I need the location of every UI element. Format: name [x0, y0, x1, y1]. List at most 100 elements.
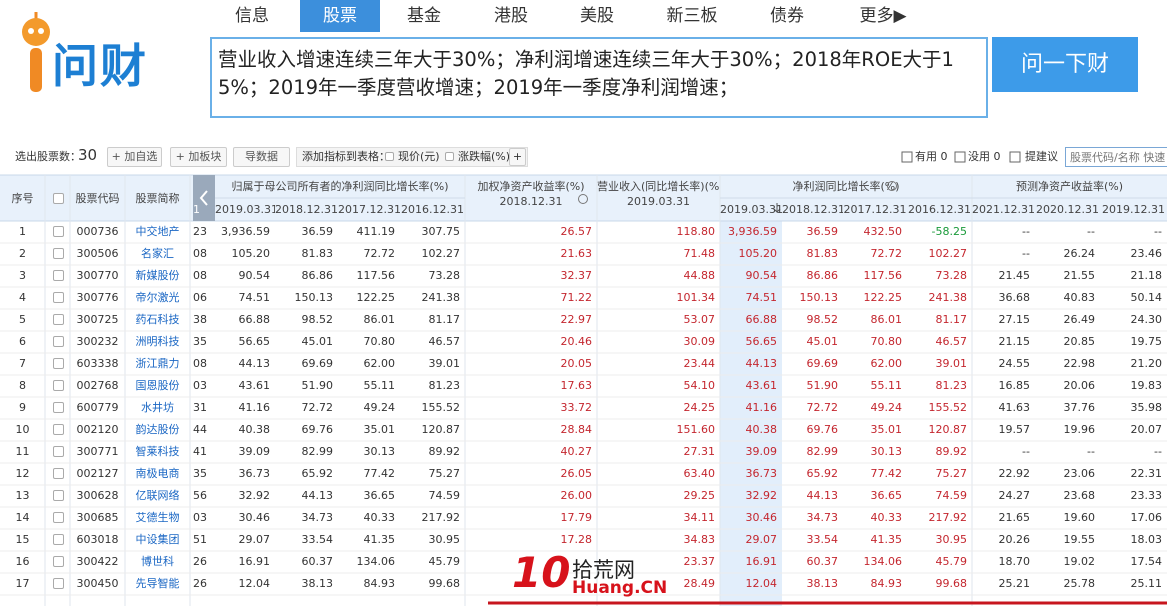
row-checkbox[interactable] [53, 358, 64, 369]
useless-button[interactable]: 没用 0 [968, 150, 1001, 163]
row-checkbox[interactable] [53, 402, 64, 413]
table-cell: 27.15 [998, 313, 1031, 326]
row-checkbox[interactable] [53, 226, 64, 237]
stock-name-link[interactable]: 艾德生物 [135, 511, 180, 524]
row-checkbox[interactable] [53, 380, 64, 391]
table-cell: 23.44 [683, 357, 716, 370]
table-cell: 20.05 [560, 357, 593, 370]
column-date-header: 2021.12.31 [972, 203, 1035, 216]
row-checkbox[interactable] [53, 512, 64, 523]
stock-name-link[interactable]: 智莱科技 [135, 445, 180, 458]
table-cell: 6 [19, 335, 26, 348]
table-cell: 23.06 [1063, 467, 1096, 480]
stock-name-link[interactable]: 名家汇 [141, 247, 174, 260]
table-cell: 19.60 [1063, 511, 1096, 524]
stock-name-link[interactable]: 博世科 [141, 555, 174, 568]
nav-tab[interactable]: 美股 [580, 6, 614, 26]
table-cell: 44.13 [806, 489, 839, 502]
table-cell: 134.06 [356, 555, 396, 568]
header-checkbox[interactable] [53, 193, 64, 204]
row-checkbox[interactable] [53, 490, 64, 501]
table-cell: 30.13 [870, 445, 903, 458]
table-cell: 45.01 [806, 335, 839, 348]
table-cell: 432.50 [863, 225, 903, 238]
row-checkbox[interactable] [53, 336, 64, 347]
indicator-option[interactable]: 涨跌幅(%) [458, 150, 511, 163]
stock-name-link[interactable]: 先导智能 [135, 577, 180, 590]
row-checkbox[interactable] [53, 314, 64, 325]
row-checkbox[interactable] [53, 534, 64, 545]
nav-tab[interactable]: 信息 [235, 6, 269, 26]
table-cell: 300450 [76, 577, 119, 590]
table-cell: 86.01 [870, 313, 903, 326]
nav-tab[interactable]: 新三板 [666, 6, 718, 26]
row-checkbox[interactable] [53, 424, 64, 435]
table-cell: -- [1087, 225, 1095, 238]
row-checkbox[interactable] [53, 270, 64, 281]
scroll-left-arrow [199, 190, 208, 206]
table-cell: 30.95 [428, 533, 461, 546]
nav-tab[interactable]: 股票 [300, 0, 380, 32]
table-cell: 19.96 [1063, 423, 1096, 436]
stock-name-link[interactable]: 亿联网络 [135, 489, 180, 502]
table-cell: 03 [193, 379, 207, 392]
indicator-option[interactable]: 现价(元) [398, 150, 440, 163]
table-cell: 72.72 [363, 247, 396, 260]
row-checkbox[interactable] [53, 468, 64, 479]
suggest-button[interactable]: 提建议 [1025, 150, 1058, 163]
table-cell: 30.46 [238, 511, 271, 524]
row-checkbox[interactable] [53, 292, 64, 303]
table-cell: 26.00 [560, 489, 593, 502]
stock-name-link[interactable]: 韵达股份 [135, 423, 180, 436]
toolbar-button[interactable]: + 加自选 [107, 147, 162, 167]
useful-button[interactable]: 有用 0 [915, 150, 948, 163]
row-checkbox[interactable] [53, 248, 64, 259]
nav-tab[interactable]: 基金 [407, 6, 441, 26]
stock-name-link[interactable]: 水井坊 [141, 401, 174, 414]
checkbox[interactable] [385, 152, 394, 161]
row-checkbox[interactable] [53, 556, 64, 567]
row-checkbox[interactable] [53, 578, 64, 589]
toolbar-button[interactable]: 导数据 [233, 147, 290, 167]
stock-name-link[interactable]: 洲明科技 [135, 335, 180, 348]
table-cell: 36.59 [806, 225, 839, 238]
table-cell: 39.01 [428, 357, 461, 370]
stock-name-link[interactable]: 药石科技 [135, 313, 180, 326]
toolbar-button[interactable]: + 加板块 [170, 147, 227, 167]
stock-search-input[interactable]: 股票代码/名称 快速 [1065, 147, 1167, 167]
table-cell: 03 [193, 511, 207, 524]
table-cell: 41.63 [998, 401, 1031, 414]
nav-tab[interactable]: 债券 [770, 6, 804, 26]
stock-name-link[interactable]: 新媒股份 [135, 269, 180, 282]
stock-name-link[interactable]: 南极电商 [135, 467, 180, 480]
search-button[interactable]: 问一下财 [992, 37, 1138, 92]
table-cell: 40.38 [238, 423, 271, 436]
row-checkbox[interactable] [53, 446, 64, 457]
table-cell: 44.13 [745, 357, 778, 370]
stock-name-link[interactable]: 帝尔激光 [135, 291, 180, 304]
stock-name-link[interactable]: 中交地产 [135, 225, 180, 238]
nav-tab[interactable]: 更多▶ [859, 6, 907, 26]
table-cell: 98.52 [806, 313, 839, 326]
table-cell: 3,936.59 [728, 225, 777, 238]
table-cell: 65.92 [301, 467, 334, 480]
stock-name-link[interactable]: 浙江鼎力 [135, 357, 180, 370]
column-date-header: 2019.03.31 [215, 203, 275, 216]
checkbox[interactable] [445, 152, 454, 161]
table-cell: 34.83 [683, 533, 716, 546]
stock-name-link[interactable]: 中设集团 [135, 533, 180, 546]
table-cell: 36.68 [998, 291, 1031, 304]
table-cell: 3,936.59 [221, 225, 270, 238]
add-more-button[interactable]: + [509, 148, 526, 166]
table-cell: 17.79 [560, 511, 593, 524]
nav-tab[interactable]: 港股 [494, 6, 528, 26]
stock-name-link[interactable]: 国恩股份 [135, 379, 180, 392]
search-query[interactable]: 营业收入增速连续三年大于30%；净利润增速连续三年大于30%；2018年ROE大… [218, 48, 954, 99]
table-cell: 23.46 [1130, 247, 1163, 260]
table-cell: 150.13 [799, 291, 839, 304]
search-box[interactable] [210, 37, 988, 118]
table-cell: 35.01 [870, 423, 903, 436]
table-cell: 28.84 [560, 423, 593, 436]
table-cell: 23.37 [683, 555, 716, 568]
watermark-domain: Huang.CN [572, 578, 668, 598]
